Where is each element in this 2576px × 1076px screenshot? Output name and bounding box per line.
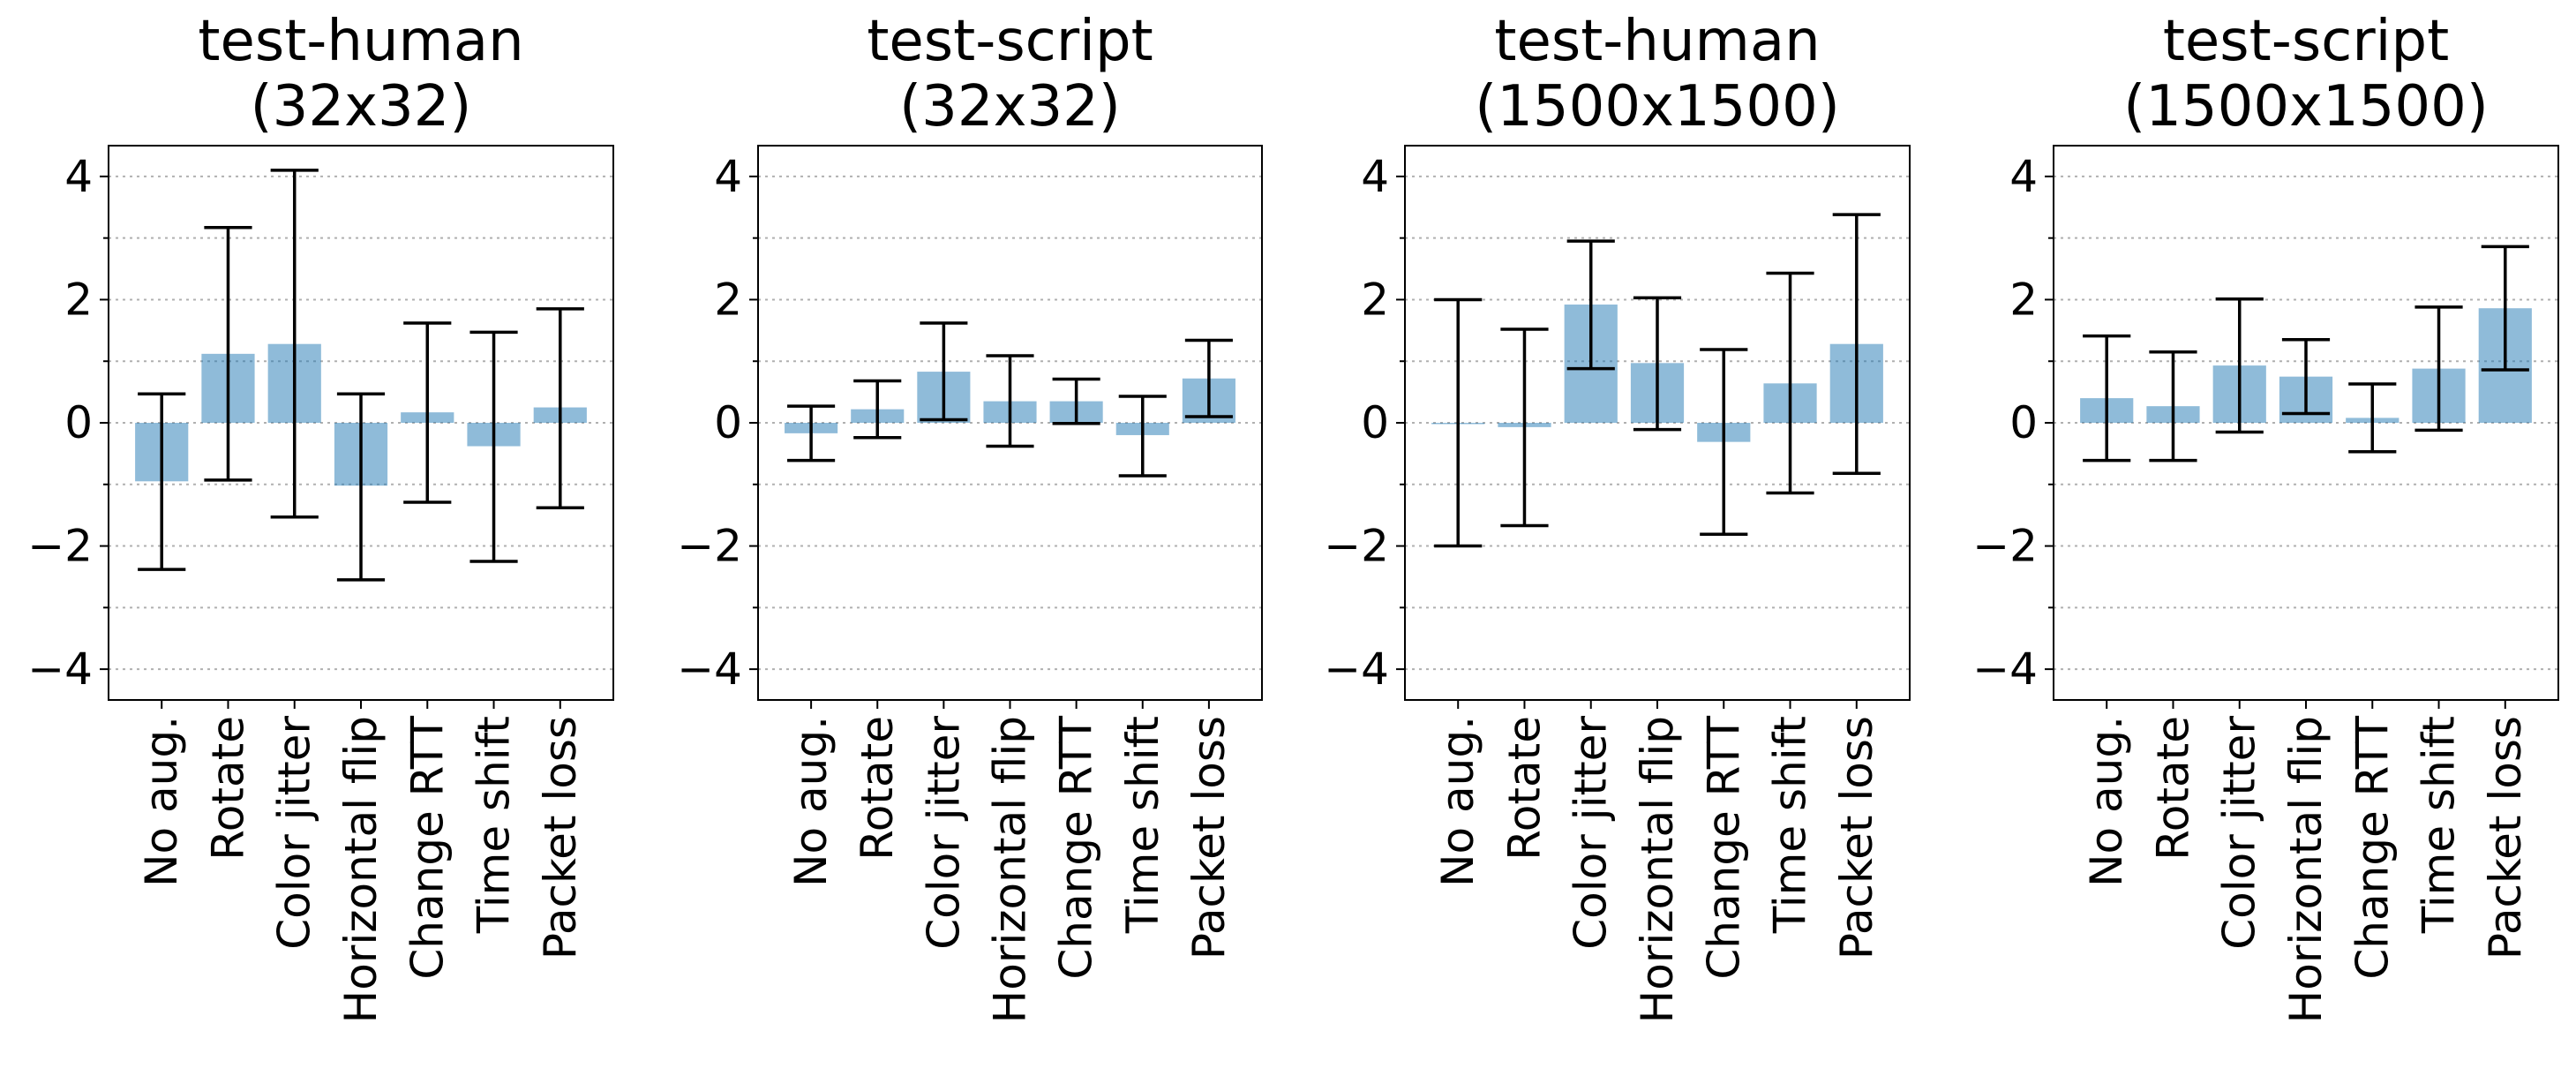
y-tick-label: 2 [2009, 274, 2038, 325]
y-tick-label: 4 [714, 151, 742, 202]
plot-frame [108, 145, 614, 701]
y-tick-label: 2 [64, 274, 93, 325]
y-tick-label: −2 [1324, 521, 1389, 572]
x-tick-label: Packet loss [1831, 716, 1882, 959]
y-tick-label: 0 [1361, 397, 1389, 448]
y-tick-label: −2 [27, 521, 93, 572]
x-tick-label: Rotate [2147, 716, 2198, 861]
x-tick-label: Change RTT [402, 716, 453, 980]
y-tick-label: −4 [677, 643, 742, 695]
x-tick-label: Horizontal flip [2280, 716, 2332, 1023]
x-tick-label: Rotate [1498, 716, 1550, 861]
x-tick-label: Rotate [202, 716, 253, 861]
chart-panel-3: No aug. Rotate Color jitter Horizontal flip… [1324, 9, 1911, 1023]
chart-panel-4: No aug. Rotate Color jitter Horizontal flip… [1972, 9, 2559, 1023]
x-tick-label: Rotate [852, 716, 903, 861]
x-tick-label: Color jitter [1566, 716, 1617, 950]
chart-title-line-2: (32x32) [251, 74, 472, 139]
x-tick-label: Time shift [1117, 716, 1168, 934]
x-tick-label: Color jitter [269, 716, 320, 950]
y-tick-label: −2 [677, 521, 742, 572]
y-tick-label: 0 [64, 397, 93, 448]
plot-frame [757, 145, 1263, 701]
chart-title-line-1: test-script [867, 9, 1153, 74]
x-tick-label: Horizontal flip [335, 716, 387, 1023]
y-tick-label: −4 [1972, 643, 2038, 695]
chart-title-line-2: (1500x1500) [1475, 74, 1840, 139]
x-tick-label: No aug. [136, 716, 187, 887]
x-tick-label: Color jitter [2214, 716, 2265, 950]
chart-panel-2: No aug. Rotate Color jitter Horizontal flip… [677, 9, 1263, 1023]
x-tick-label: No aug. [2081, 716, 2132, 887]
chart-title-line-1: test-human [1494, 9, 1820, 74]
x-tick-label: Time shift [469, 716, 520, 934]
plot-frame [1404, 145, 1911, 701]
y-tick-label: 0 [2009, 397, 2038, 448]
y-tick-label: 4 [2009, 151, 2038, 202]
chart-title-line-1: test-script [2163, 9, 2449, 74]
x-tick-label: Horizontal flip [985, 716, 1036, 1023]
chart-title-line-1: test-human [198, 9, 523, 74]
x-tick-label: No aug. [1432, 716, 1483, 887]
x-tick-label: Time shift [1765, 716, 1816, 934]
chart-title-line-2: (32x32) [899, 74, 1121, 139]
x-tick-label: Change RTT [1051, 716, 1102, 980]
x-tick-label: Time shift [2414, 716, 2465, 934]
x-tick-label: Packet loss [1183, 716, 1235, 959]
y-tick-label: −2 [1972, 521, 2038, 572]
y-tick-label: 0 [714, 397, 742, 448]
y-tick-label: −4 [27, 643, 93, 695]
y-tick-label: −4 [1324, 643, 1389, 695]
x-tick-label: Color jitter [918, 716, 969, 950]
x-tick-label: Packet loss [535, 716, 586, 959]
x-tick-label: No aug. [785, 716, 837, 887]
y-tick-label: 2 [1361, 274, 1389, 325]
x-tick-label: Change RTT [1698, 716, 1749, 980]
y-tick-label: 2 [714, 274, 742, 325]
chart-panel-1: No aug. Rotate Color jitter Horizontal flip… [27, 9, 614, 1023]
x-tick-label: Change RTT [2347, 716, 2398, 980]
plot-frame [2053, 145, 2559, 701]
x-tick-label: Horizontal flip [1632, 716, 1683, 1023]
chart-title-line-2: (1500x1500) [2123, 74, 2489, 139]
x-tick-label: Packet loss [2480, 716, 2531, 959]
y-tick-label: 4 [64, 151, 93, 202]
y-tick-label: 4 [1361, 151, 1389, 202]
